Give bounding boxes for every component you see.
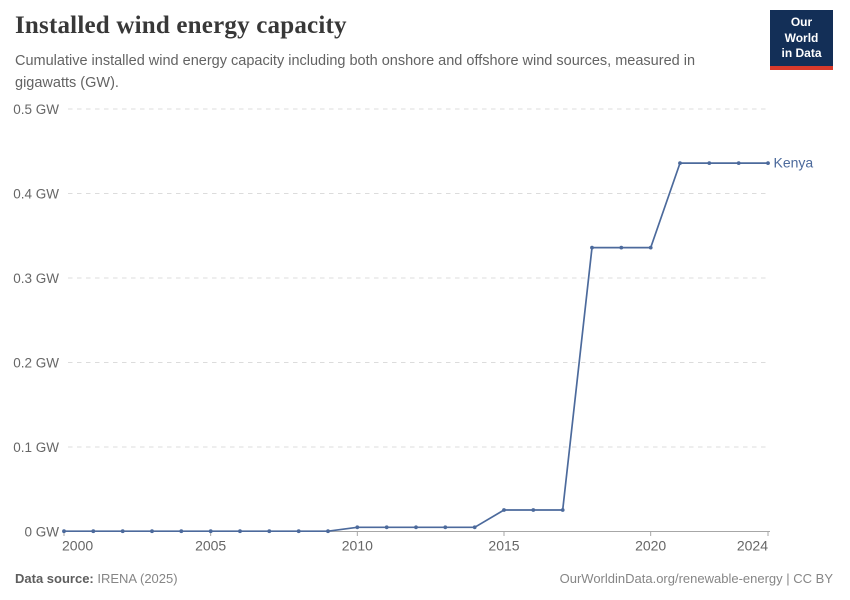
data-point[interactable]	[707, 161, 712, 166]
data-point[interactable]	[443, 525, 448, 530]
data-point[interactable]	[296, 529, 301, 534]
chart-title: Installed wind energy capacity	[15, 12, 347, 39]
y-axis-tick-label: 0.1 GW	[13, 440, 59, 455]
data-point[interactable]	[472, 525, 477, 530]
x-axis-tick-label: 2005	[195, 538, 226, 554]
owid-logo-line2: in Data	[781, 46, 822, 61]
data-point[interactable]	[736, 161, 741, 166]
data-point[interactable]	[678, 161, 682, 166]
chart-subtitle: Cumulative installed wind energy capacit…	[15, 51, 735, 95]
data-point[interactable]	[384, 525, 389, 530]
data-point[interactable]	[62, 529, 66, 534]
subtitle-line-1: Cumulative installed wind energy capacit…	[15, 53, 696, 69]
subtitle-line-2: gigawatts (GW).	[15, 74, 119, 91]
data-point[interactable]	[648, 245, 653, 250]
data-point[interactable]	[502, 508, 506, 512]
data-point[interactable]	[326, 529, 330, 534]
data-point[interactable]	[590, 245, 594, 250]
x-axis-tick-label: 2000	[62, 538, 93, 554]
y-axis-tick-label: 0.3 GW	[13, 271, 59, 286]
data-point[interactable]	[560, 508, 565, 512]
y-axis-tick-label: 0.4 GW	[13, 187, 59, 202]
data-point[interactable]	[414, 525, 418, 530]
data-source-value: IRENA (2025)	[97, 571, 178, 586]
owid-logo[interactable]: Our World in Data	[770, 10, 833, 70]
x-axis-tick-label: 2024	[737, 538, 768, 554]
x-axis-tick-label: 2010	[342, 538, 373, 554]
x-axis-tick-label: 2015	[488, 538, 519, 554]
series-label-kenya[interactable]: Kenya	[774, 155, 814, 171]
footer-link[interactable]: OurWorldinData.org/renewable-energy | CC…	[559, 571, 833, 586]
owid-logo-line1: Our World	[784, 15, 819, 45]
data-point[interactable]	[91, 529, 96, 534]
data-point[interactable]	[208, 529, 213, 534]
y-axis-tick-label: 0 GW	[24, 525, 59, 540]
x-axis-tick-label: 2020	[635, 538, 666, 554]
data-source: Data source: IRENA (2025)	[15, 571, 178, 586]
data-point[interactable]	[355, 525, 360, 530]
data-point[interactable]	[531, 508, 536, 512]
y-axis-tick-label: 0.5 GW	[13, 102, 59, 117]
data-point[interactable]	[179, 529, 184, 534]
data-point[interactable]	[267, 529, 272, 534]
y-axis-tick-label: 0.2 GW	[13, 356, 59, 371]
data-point[interactable]	[150, 529, 154, 534]
data-point[interactable]	[120, 529, 125, 534]
series-line-kenya[interactable]	[63, 162, 769, 533]
data-source-label: Data source:	[15, 571, 94, 586]
data-point[interactable]	[238, 529, 242, 534]
data-point[interactable]	[619, 245, 624, 250]
data-point[interactable]	[766, 161, 770, 166]
